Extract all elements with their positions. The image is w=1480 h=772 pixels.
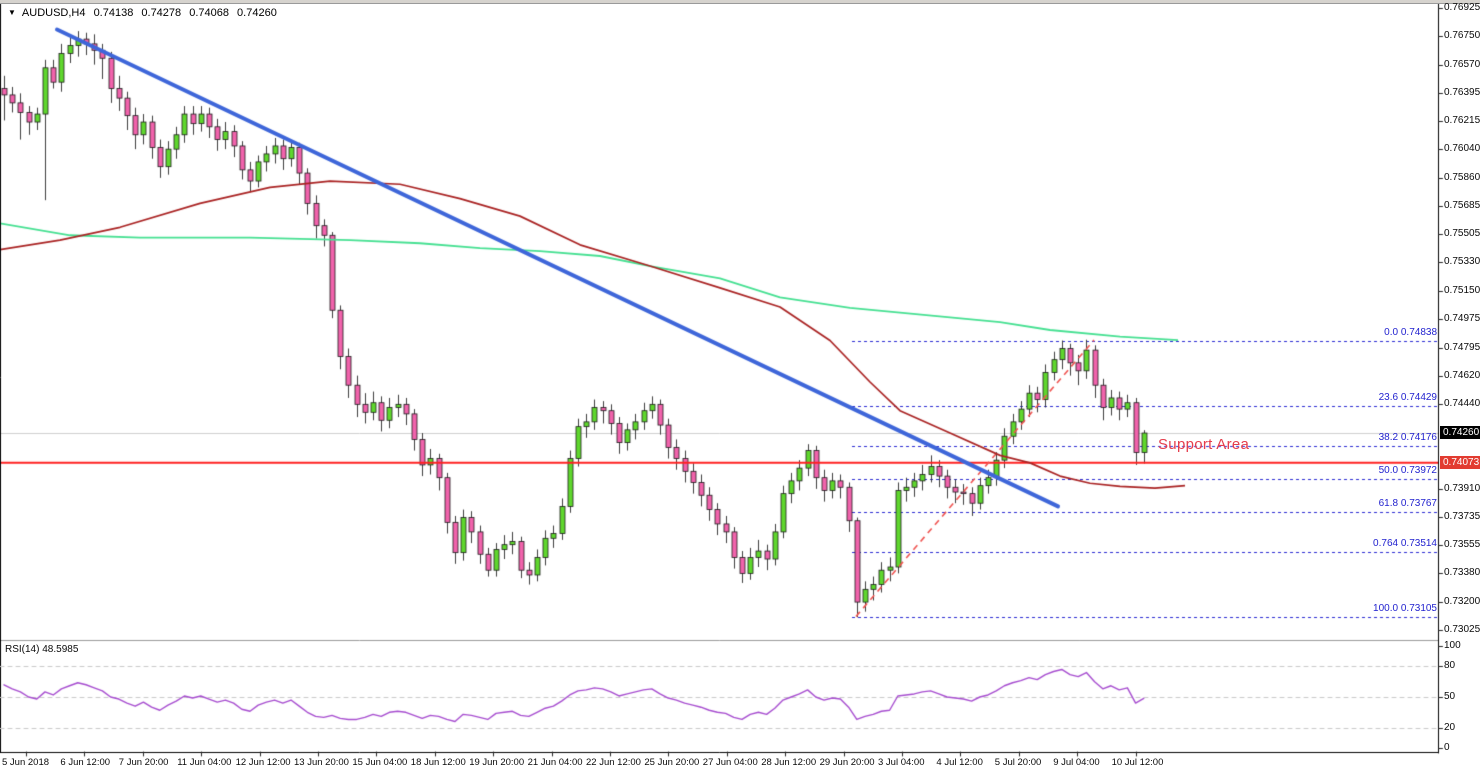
price-tick-label: 0.73025 [1444, 624, 1480, 635]
price-tick-label: 0.73200 [1444, 596, 1480, 608]
price-tick-label: 0.75330 [1444, 256, 1480, 268]
price-tick-label: 0.73555 [1444, 539, 1480, 551]
price-tick-label: 0.75685 [1444, 199, 1480, 211]
support-price-badge: 0.74073 [1440, 455, 1480, 469]
price-tick-label: 0.75150 [1444, 285, 1480, 297]
ohlc-low: 0.74068 [189, 7, 229, 19]
time-tick-label: 22 Jun 12:00 [586, 757, 641, 768]
price-tick-label: 0.76040 [1444, 143, 1480, 155]
window-top-strip [0, 0, 1480, 4]
time-tick-label: 5 Jul 20:00 [994, 757, 1042, 768]
fib-level-label: 100.0 0.73105 [1373, 603, 1437, 615]
fib-level-label: 0.764 0.73514 [1373, 538, 1437, 549]
price-tick-label: 0.76570 [1444, 58, 1480, 70]
time-tick-label: 21 Jun 04:00 [527, 757, 583, 768]
time-tick-label: 29 Jun 20:00 [819, 757, 875, 768]
time-tick-label: 3 Jul 04:00 [878, 757, 925, 768]
rsi-tick-label: 100 [1444, 640, 1461, 651]
price-tick-label: 0.74975 [1444, 313, 1480, 324]
time-tick-label: 4 Jul 12:00 [936, 757, 983, 768]
chart-title: ▼ AUDUSD,H4 0.74138 0.74278 0.74068 0.742… [8, 7, 277, 19]
rsi-tick-label: 0 [1444, 742, 1450, 753]
price-tick-label: 0.73910 [1444, 482, 1480, 494]
time-tick-label: 13 Jun 20:00 [294, 757, 349, 768]
symbol-period-label: AUDUSD,H4 [21, 7, 86, 19]
current-price-badge: 0.74260 [1440, 426, 1480, 440]
fib-level-label: 0.0 0.74838 [1384, 326, 1437, 338]
price-tick-label: 0.76925 [1444, 2, 1480, 13]
time-tick-label: 19 Jun 20:00 [469, 757, 525, 768]
price-tick-label: 0.73735 [1444, 510, 1480, 522]
price-tick-label: 0.74795 [1444, 341, 1480, 353]
fib-level-label: 23.6 0.74429 [1378, 392, 1437, 404]
ohlc-open: 0.74138 [93, 7, 134, 19]
time-tick-label: 27 Jun 04:00 [702, 757, 758, 768]
time-tick-label: 9 Jul 04:00 [1053, 757, 1100, 768]
rsi-indicator-label: RSI(14) 48.5985 [5, 644, 79, 655]
price-tick-label: 0.76215 [1444, 115, 1480, 127]
price-tick-label: 0.74620 [1444, 369, 1480, 381]
time-tick-label: 28 Jun 12:00 [761, 757, 817, 768]
time-tick-label: 5 Jun 2018 [2, 757, 50, 768]
rsi-tick-label: 20 [1444, 721, 1456, 733]
fib-level-label: 38.2 0.74176 [1378, 432, 1437, 444]
price-tick-label: 0.75860 [1444, 171, 1480, 183]
time-tick-label: 10 Jul 12:00 [1111, 757, 1164, 768]
ohlc-high: 0.74278 [141, 7, 182, 19]
time-tick-label: 15 Jun 04:00 [352, 757, 408, 768]
fib-level-label: 61.8 0.73767 [1378, 497, 1437, 509]
price-tick-label: 0.73380 [1444, 567, 1480, 579]
rsi-tick-label: 80 [1444, 660, 1456, 672]
price-tick-label: 0.76750 [1444, 29, 1480, 41]
time-tick-label: 18 Jun 12:00 [410, 757, 466, 768]
rsi-tick-label: 50 [1444, 691, 1456, 702]
support-area-label: Support Area [1158, 436, 1250, 454]
time-tick-label: 11 Jun 04:00 [177, 757, 232, 768]
time-tick-label: 7 Jun 20:00 [118, 757, 169, 768]
time-tick-label: 12 Jun 12:00 [235, 757, 291, 768]
time-tick-label: 25 Jun 20:00 [644, 757, 700, 768]
ohlc-close: 0.74260 [237, 7, 277, 19]
symbol-dropdown-icon[interactable]: ▼ [8, 8, 16, 17]
price-tick-label: 0.76395 [1444, 86, 1480, 98]
fib-level-label: 50.0 0.73972 [1378, 464, 1437, 476]
price-tick-label: 0.74440 [1444, 398, 1480, 410]
time-tick-label: 6 Jun 12:00 [60, 757, 111, 768]
price-tick-label: 0.75505 [1444, 228, 1480, 240]
